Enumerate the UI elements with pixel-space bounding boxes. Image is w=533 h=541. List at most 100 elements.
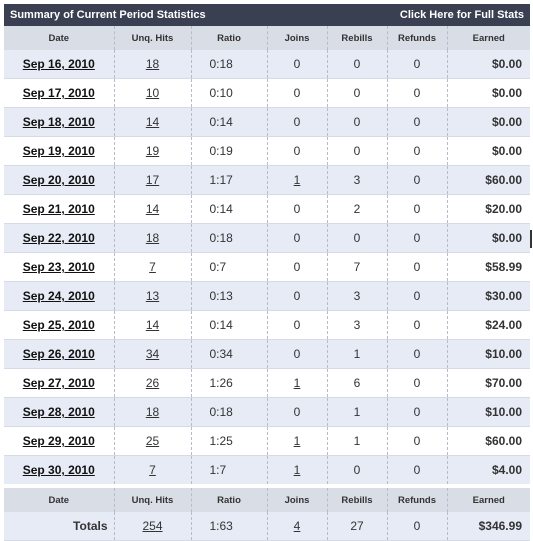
earned-cell: $20.00 xyxy=(447,194,530,224)
column-header: Refunds xyxy=(387,484,448,512)
hits-link[interactable]: 13 xyxy=(145,289,160,303)
hits-link[interactable]: 34 xyxy=(145,347,160,361)
date-link[interactable]: Sep 17, 2010 xyxy=(22,86,95,100)
rebills-cell: 7 xyxy=(327,252,388,282)
joins-link[interactable]: 1 xyxy=(293,463,301,477)
refunds-cell: 0 xyxy=(387,368,448,398)
earned-cell: $10.00 xyxy=(447,339,530,369)
table-row: Sep 29, 2010 25 1:25 1 1 0 $60.00 xyxy=(4,426,530,456)
date-link[interactable]: Sep 18, 2010 xyxy=(22,115,95,129)
date-link[interactable]: Sep 22, 2010 xyxy=(22,231,95,245)
joins-cell: 0 xyxy=(267,107,328,137)
table-row: Sep 20, 2010 17 1:17 1 3 0 $60.00 xyxy=(4,165,530,195)
totals-earned: $346.99 xyxy=(447,512,530,541)
date-link[interactable]: Sep 16, 2010 xyxy=(22,57,95,71)
hits-link[interactable]: 18 xyxy=(145,405,160,419)
column-header: Earned xyxy=(447,26,530,50)
date-link[interactable]: Sep 25, 2010 xyxy=(22,318,95,332)
hits-link[interactable]: 19 xyxy=(145,144,160,158)
date-link[interactable]: Sep 20, 2010 xyxy=(22,173,95,187)
ratio-cell: 0:34 xyxy=(191,339,268,369)
joins-cell: 0 xyxy=(267,252,328,282)
date-link[interactable]: Sep 28, 2010 xyxy=(22,405,95,419)
rebills-cell: 0 xyxy=(327,78,388,108)
joins-link[interactable]: 1 xyxy=(293,376,301,390)
refunds-cell: 0 xyxy=(387,310,448,340)
earned-cell: $0.00 xyxy=(447,78,530,108)
rebills-cell: 0 xyxy=(327,107,388,137)
ratio-cell: 1:17 xyxy=(191,165,268,195)
table-row: Sep 27, 2010 26 1:26 1 6 0 $70.00 xyxy=(4,368,530,398)
hits-link[interactable]: 25 xyxy=(145,434,160,448)
joins-cell: 0 xyxy=(267,78,328,108)
hits-link[interactable]: 18 xyxy=(145,231,160,245)
ratio-cell: 0:14 xyxy=(191,107,268,137)
table-row: Sep 26, 2010 34 0:34 0 1 0 $10.00 xyxy=(4,339,530,369)
date-link[interactable]: Sep 21, 2010 xyxy=(22,202,95,216)
column-header: Date xyxy=(4,26,115,50)
joins-cell: 0 xyxy=(267,339,328,369)
refunds-cell: 0 xyxy=(387,165,448,195)
refunds-cell: 0 xyxy=(387,194,448,224)
rebills-cell: 3 xyxy=(327,310,388,340)
hits-link[interactable]: 14 xyxy=(145,202,160,216)
totals-ratio: 1:63 xyxy=(191,512,268,541)
refunds-cell: 0 xyxy=(387,281,448,311)
refunds-cell: 0 xyxy=(387,50,448,79)
earned-cell: $58.99 xyxy=(447,252,530,282)
date-link[interactable]: Sep 27, 2010 xyxy=(22,376,95,390)
table-row: Sep 17, 2010 10 0:10 0 0 0 $0.00 xyxy=(4,78,530,108)
table-header-row: Date Unq. Hits Ratio Joins Rebills Refun… xyxy=(4,26,530,50)
totals-hits-link[interactable]: 254 xyxy=(142,519,163,533)
hits-link[interactable]: 26 xyxy=(145,376,160,390)
column-header: Joins xyxy=(267,484,328,512)
hits-link[interactable]: 14 xyxy=(145,318,160,332)
cursor-mark xyxy=(530,230,532,248)
ratio-cell: 0:18 xyxy=(191,50,268,79)
date-link[interactable]: Sep 19, 2010 xyxy=(22,144,95,158)
hits-link[interactable]: 7 xyxy=(149,260,156,274)
date-link[interactable]: Sep 24, 2010 xyxy=(22,289,95,303)
joins-cell: 0 xyxy=(267,397,328,427)
title-bar: Summary of Current Period Statistics Cli… xyxy=(4,4,530,26)
table-row: Sep 16, 2010 18 0:18 0 0 0 $0.00 xyxy=(4,50,530,79)
date-link[interactable]: Sep 26, 2010 xyxy=(22,347,95,361)
totals-row: Totals 254 1:63 4 27 0 $346.99 xyxy=(4,512,530,541)
table-footer-header-row: Date Unq. Hits Ratio Joins Rebills Refun… xyxy=(4,484,530,512)
table-row: Sep 22, 2010 18 0:18 0 0 0 $0.00 xyxy=(4,223,530,253)
date-link[interactable]: Sep 29, 2010 xyxy=(22,434,95,448)
joins-cell: 0 xyxy=(267,310,328,340)
rebills-cell: 6 xyxy=(327,368,388,398)
earned-cell: $0.00 xyxy=(447,136,530,166)
hits-link[interactable]: 18 xyxy=(145,57,160,71)
totals-joins-link[interactable]: 4 xyxy=(293,519,301,533)
hits-link[interactable]: 10 xyxy=(145,86,160,100)
rebills-cell: 1 xyxy=(327,339,388,369)
ratio-cell: 0:10 xyxy=(191,78,268,108)
table-row: Sep 28, 2010 18 0:18 0 1 0 $10.00 xyxy=(4,397,530,427)
column-header: Rebills xyxy=(327,26,388,50)
ratio-cell: 0:18 xyxy=(191,397,268,427)
joins-link[interactable]: 1 xyxy=(293,434,301,448)
table-row: Sep 19, 2010 19 0:19 0 0 0 $0.00 xyxy=(4,136,530,166)
table-row: Sep 24, 2010 13 0:13 0 3 0 $30.00 xyxy=(4,281,530,311)
ratio-cell: 1:7 xyxy=(191,455,268,487)
earned-cell: $10.00 xyxy=(447,397,530,427)
ratio-cell: 0:18 xyxy=(191,223,268,253)
hits-link[interactable]: 14 xyxy=(145,115,160,129)
ratio-cell: 0:13 xyxy=(191,281,268,311)
date-link[interactable]: Sep 23, 2010 xyxy=(22,260,95,274)
full-stats-link[interactable]: Click Here for Full Stats xyxy=(399,9,524,21)
hits-link[interactable]: 7 xyxy=(149,463,156,477)
rebills-cell: 0 xyxy=(327,136,388,166)
date-link[interactable]: Sep 30, 2010 xyxy=(22,463,95,477)
rebills-cell: 1 xyxy=(327,397,388,427)
column-header: Unq. Hits xyxy=(114,484,192,512)
earned-cell: $4.00 xyxy=(447,455,530,487)
column-header: Joins xyxy=(267,26,328,50)
table-row: Sep 18, 2010 14 0:14 0 0 0 $0.00 xyxy=(4,107,530,137)
hits-link[interactable]: 17 xyxy=(145,173,160,187)
rebills-cell: 3 xyxy=(327,165,388,195)
joins-link[interactable]: 1 xyxy=(293,173,301,187)
refunds-cell: 0 xyxy=(387,252,448,282)
